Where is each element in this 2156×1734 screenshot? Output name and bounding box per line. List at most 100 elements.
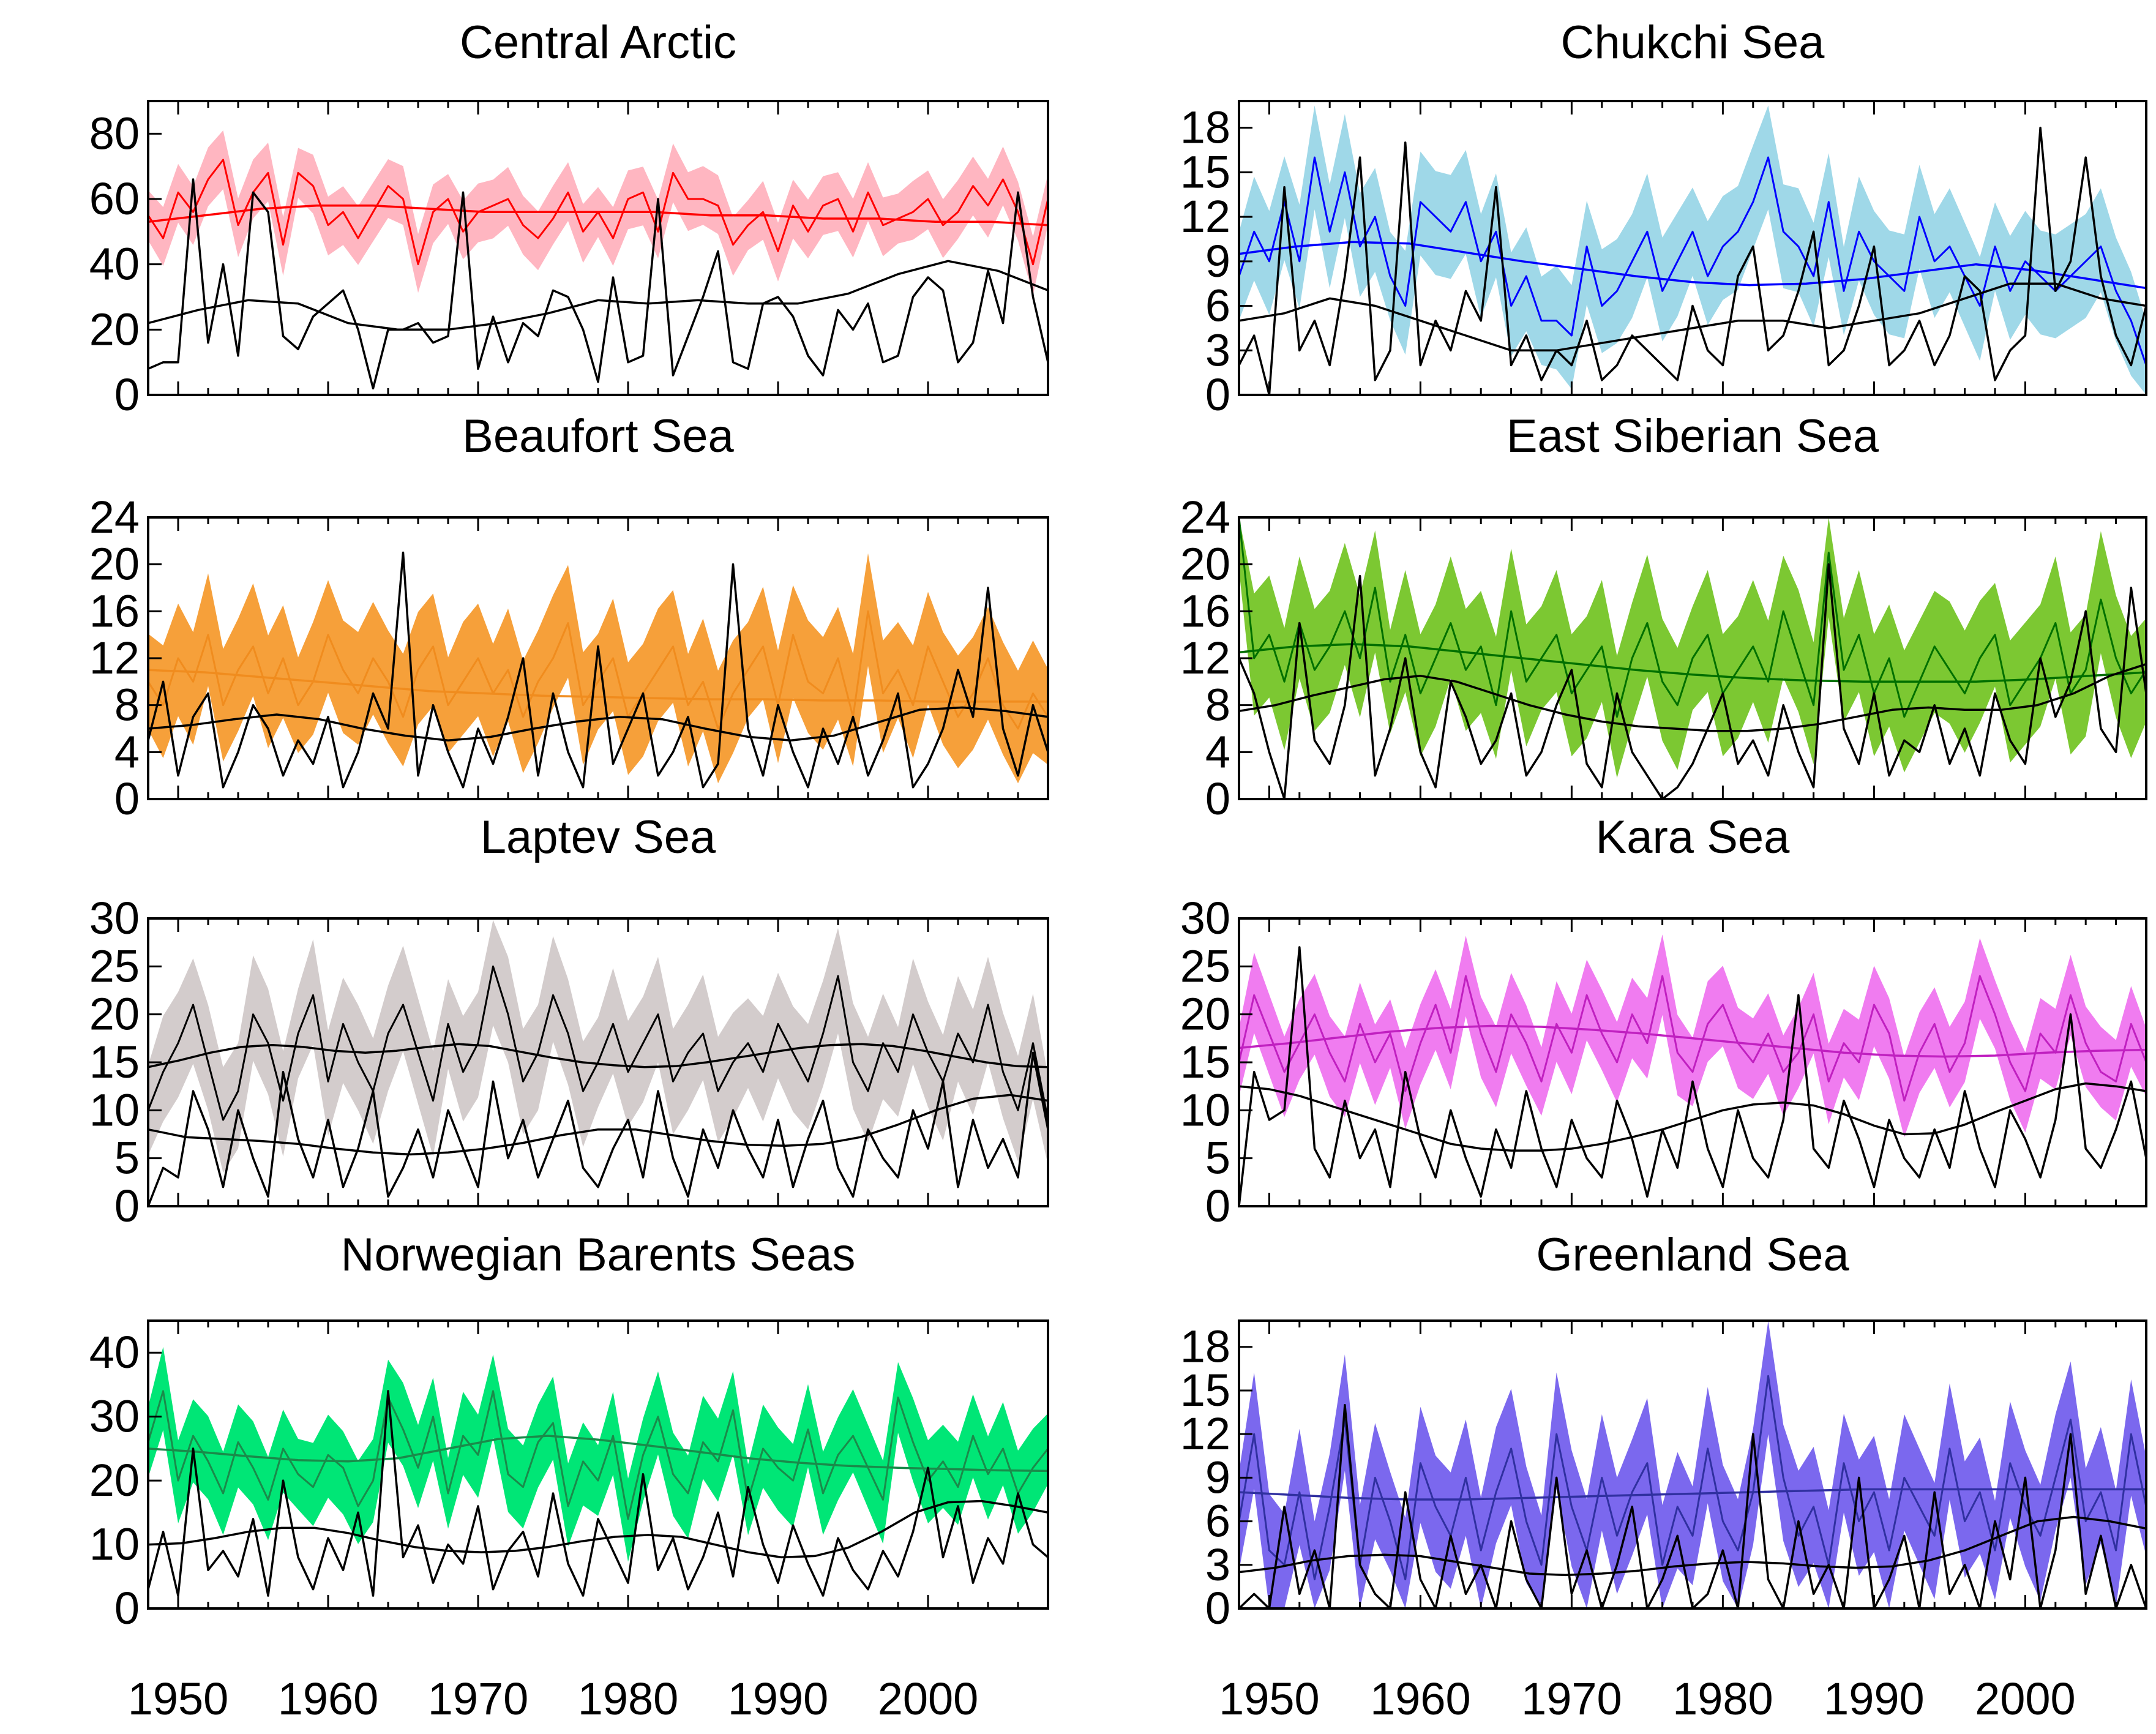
plot-area — [1239, 105, 2146, 395]
y-tick-label: 12 — [1180, 1408, 1230, 1459]
y-tick-label: 20 — [89, 989, 140, 1040]
y-tick-label: 9 — [1205, 236, 1230, 287]
y-tick-label: 15 — [89, 1037, 140, 1087]
plot-area — [148, 920, 1048, 1206]
ensemble-spread-band — [1239, 517, 2146, 778]
panel-title: Chukchi Sea — [1561, 17, 1825, 69]
model-trend-line — [1239, 643, 2146, 683]
panel-title: Norwegian Barents Seas — [341, 1229, 856, 1281]
y-tick-label: 6 — [1205, 1496, 1230, 1547]
ensemble-spread-band — [1239, 1321, 2146, 1608]
y-tick-label: 10 — [1180, 1084, 1230, 1135]
y-tick-label: 20 — [89, 304, 140, 355]
model-trend-line — [148, 1435, 1048, 1473]
y-tick-label: 3 — [1205, 325, 1230, 375]
obs-series-line — [148, 1390, 1048, 1597]
obs-trend-line — [1239, 1515, 2146, 1577]
y-tick-label: 60 — [89, 173, 140, 224]
x-tick-label: 2000 — [1975, 1673, 2076, 1724]
x-tick-label: 1950 — [1219, 1673, 1320, 1724]
y-tick-label: 20 — [89, 1455, 140, 1506]
y-tick-label: 18 — [1180, 1321, 1230, 1372]
x-tick-label: 1960 — [1370, 1673, 1471, 1724]
ensemble-spread-band — [148, 553, 1048, 784]
obs-trend-line — [1239, 1082, 2146, 1152]
y-tick-label: 30 — [89, 1391, 140, 1442]
y-tick-label: 10 — [89, 1519, 140, 1570]
ensemble-spread-band — [1239, 105, 2146, 395]
panel-title: Central Arctic — [460, 17, 736, 69]
obs-trend-line — [1239, 662, 2146, 732]
y-tick-label: 15 — [1180, 146, 1230, 197]
plot-area — [148, 551, 1048, 789]
y-tick-label: 4 — [1205, 726, 1230, 777]
y-tick-label: 40 — [89, 1327, 140, 1378]
x-tick-label: 1960 — [278, 1673, 379, 1724]
y-tick-label: 12 — [1180, 632, 1230, 683]
obs-series-line — [148, 1051, 1048, 1206]
model-series-line — [1239, 156, 2146, 366]
y-tick-label: 20 — [89, 539, 140, 590]
y-tick-label: 4 — [114, 726, 140, 777]
y-tick-label: 20 — [1180, 539, 1230, 590]
y-tick-label: 0 — [1205, 1583, 1230, 1634]
y-tick-label: 12 — [1180, 191, 1230, 242]
plot-area — [148, 1346, 1048, 1597]
ensemble-spread-band — [148, 920, 1048, 1173]
y-tick-label: 5 — [114, 1133, 140, 1184]
model-trend-line — [1239, 1488, 2146, 1501]
plot-area — [1239, 1321, 2146, 1608]
ensemble-spread-band — [1239, 934, 2146, 1138]
y-tick-label: 0 — [114, 773, 140, 824]
y-tick-label: 18 — [1180, 102, 1230, 153]
x-tick-label: 1980 — [578, 1673, 679, 1724]
panel-norwegian-barents-seas: Norwegian Barents Seas 0 10 20 30 40 1950 1960 1… — [89, 1229, 1049, 1724]
model-series-line — [1239, 1375, 2146, 1580]
y-tick-label: 30 — [1180, 893, 1230, 944]
obs-series-line — [148, 551, 1048, 789]
x-tick-label: 1950 — [128, 1673, 229, 1724]
y-tick-label: 8 — [1205, 680, 1230, 730]
panel-central-arctic: Central Arctic 0 20 40 60 80 — [89, 17, 1049, 420]
model-trend-line — [1239, 1024, 2146, 1058]
model-series-line — [1239, 517, 2146, 718]
y-tick-label: 9 — [1205, 1452, 1230, 1503]
y-tick-label: 40 — [89, 239, 140, 290]
obs-series-line — [1239, 1403, 2146, 1608]
x-tick-label: 2000 — [878, 1673, 979, 1724]
y-tick-label: 12 — [89, 632, 140, 683]
y-tick-label: 5 — [1205, 1133, 1230, 1184]
obs-trend-line — [1239, 282, 2146, 352]
y-tick-label: 80 — [89, 108, 140, 159]
panel-title: Kara Sea — [1596, 811, 1791, 863]
y-tick-label: 15 — [1180, 1037, 1230, 1087]
obs-trend-line — [148, 706, 1048, 741]
y-tick-label: 0 — [114, 1180, 140, 1231]
y-tick-label: 0 — [114, 1583, 140, 1634]
y-tick-label: 0 — [114, 369, 140, 420]
panel-title: Greenland Sea — [1536, 1229, 1849, 1281]
y-tick-label: 8 — [114, 680, 140, 730]
model-series-line — [1239, 975, 2146, 1102]
x-tick-label: 1970 — [1521, 1673, 1622, 1724]
model-trend-line — [1239, 241, 2146, 290]
obs-series-line — [1239, 563, 2146, 799]
panel-title: East Siberian Sea — [1507, 410, 1879, 462]
model-trend-line — [148, 1043, 1048, 1068]
y-tick-label: 0 — [1205, 773, 1230, 824]
panel-title: Laptev Sea — [481, 811, 716, 863]
model-series-line — [148, 610, 1048, 730]
model-series-line — [148, 965, 1048, 1121]
y-tick-label: 10 — [89, 1084, 140, 1135]
y-tick-label: 6 — [1205, 280, 1230, 331]
y-tick-label: 3 — [1205, 1539, 1230, 1590]
obs-trend-line — [148, 1094, 1048, 1156]
obs-trend-line — [148, 1499, 1048, 1559]
y-tick-label: 16 — [1180, 585, 1230, 636]
